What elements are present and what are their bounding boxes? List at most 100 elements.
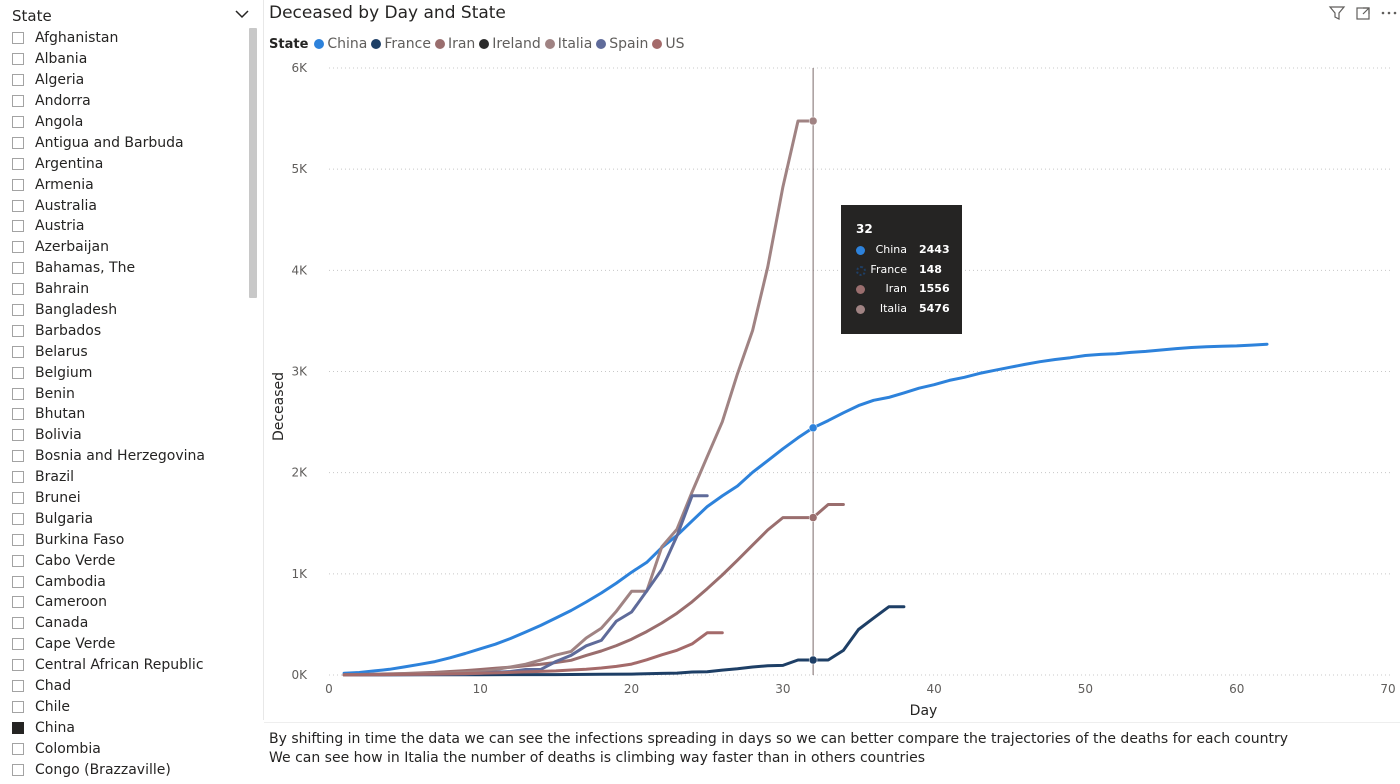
slicer-item[interactable]: Argentina [0, 153, 250, 174]
slicer-scrollbar[interactable] [249, 28, 257, 298]
legend-item[interactable]: Iran [434, 36, 475, 52]
slicer-item-label: Central African Republic [35, 657, 204, 674]
slicer-item[interactable]: Albania [0, 49, 250, 70]
slicer-checkbox[interactable] [12, 157, 24, 170]
slicer-checkbox[interactable] [12, 638, 24, 651]
slicer-checkbox[interactable] [12, 199, 24, 212]
slicer-item[interactable]: Belgium [0, 362, 250, 383]
slicer-item[interactable]: Bulgaria [0, 508, 250, 529]
slicer-checkbox[interactable] [12, 283, 24, 296]
legend-item[interactable]: Ireland [479, 36, 541, 52]
slicer-item[interactable]: Barbados [0, 320, 250, 341]
slicer-checkbox[interactable] [12, 136, 24, 149]
slicer-checkbox[interactable] [12, 721, 24, 734]
slicer-item[interactable]: Bosnia and Herzegovina [0, 446, 250, 467]
slicer-item[interactable]: Cabo Verde [0, 550, 250, 571]
slicer-item[interactable]: Bangladesh [0, 300, 250, 321]
slicer-checkbox[interactable] [12, 345, 24, 358]
slicer-item[interactable]: Afghanistan [0, 28, 250, 49]
legend-marker [544, 39, 555, 49]
x-tick-label: 70 [1380, 682, 1395, 696]
slicer-checkbox[interactable] [12, 533, 24, 546]
slicer-item[interactable]: Antigua and Barbuda [0, 132, 250, 153]
slicer-checkbox[interactable] [12, 575, 24, 588]
slicer-checkbox[interactable] [12, 659, 24, 672]
slicer-item[interactable]: Azerbaijan [0, 237, 250, 258]
slicer-checkbox[interactable] [12, 178, 24, 191]
tooltip-marker [856, 265, 866, 276]
slicer-item-label: Algeria [35, 72, 85, 89]
slicer-checkbox[interactable] [12, 450, 24, 463]
slicer-checkbox[interactable] [12, 700, 24, 713]
legend-item[interactable]: Italia [544, 36, 592, 52]
chart-legend: State China France Iran Ireland Italia Spain U… [269, 36, 689, 52]
slicer-checkbox[interactable] [12, 596, 24, 609]
slicer-checkbox[interactable] [12, 304, 24, 317]
slicer-checkbox[interactable] [12, 492, 24, 505]
slicer-item[interactable]: Australia [0, 195, 250, 216]
slicer-checkbox[interactable] [12, 742, 24, 755]
slicer-item[interactable]: Cameroon [0, 592, 250, 613]
slicer-checkbox[interactable] [12, 617, 24, 630]
legend-item[interactable]: China [314, 36, 367, 52]
slicer-item-label: Burkina Faso [35, 531, 125, 548]
slicer-item[interactable]: Brunei [0, 488, 250, 509]
more-options-icon[interactable] [1380, 4, 1398, 22]
slicer-header[interactable]: State [12, 6, 252, 26]
slicer-checkbox[interactable] [12, 387, 24, 400]
slicer-item[interactable]: Bahamas, The [0, 258, 250, 279]
slicer-item[interactable]: Benin [0, 383, 250, 404]
slicer-item[interactable]: Armenia [0, 174, 250, 195]
slicer-checkbox[interactable] [12, 680, 24, 693]
slicer-item[interactable]: Cape Verde [0, 634, 250, 655]
slicer-checkbox[interactable] [12, 763, 24, 776]
chevron-down-icon[interactable] [232, 4, 252, 24]
slicer-item[interactable]: Angola [0, 112, 250, 133]
slicer-item[interactable]: Austria [0, 216, 250, 237]
tooltip-marker [856, 246, 865, 255]
slicer-item-label: Antigua and Barbuda [35, 134, 184, 151]
slicer-checkbox[interactable] [12, 241, 24, 254]
slicer-item[interactable]: Cambodia [0, 571, 250, 592]
slicer-checkbox[interactable] [12, 429, 24, 442]
slicer-item[interactable]: Chad [0, 676, 250, 697]
slicer-item[interactable]: Bahrain [0, 279, 250, 300]
slicer-item[interactable]: Central African Republic [0, 655, 250, 676]
slicer-checkbox[interactable] [12, 74, 24, 87]
slicer-checkbox[interactable] [12, 116, 24, 128]
slicer-item[interactable]: Colombia [0, 738, 250, 759]
slicer-checkbox[interactable] [12, 512, 24, 525]
slicer-item[interactable]: Chile [0, 697, 250, 718]
slicer-item[interactable]: Bhutan [0, 404, 250, 425]
slicer-checkbox[interactable] [12, 366, 24, 379]
slicer-checkbox[interactable] [12, 324, 24, 337]
slicer-item[interactable]: Burkina Faso [0, 529, 250, 550]
slicer-checkbox[interactable] [12, 32, 24, 45]
slicer-checkbox[interactable] [12, 408, 24, 421]
legend-marker [479, 39, 490, 49]
legend-item[interactable]: US [652, 36, 685, 52]
slicer-item[interactable]: Canada [0, 613, 250, 634]
slicer-item[interactable]: Bolivia [0, 425, 250, 446]
slicer-item[interactable]: Andorra [0, 91, 250, 112]
y-tick-label: 6K [291, 61, 308, 75]
slicer-checkbox[interactable] [12, 53, 24, 66]
slicer-item[interactable]: Belarus [0, 341, 250, 362]
legend-item[interactable]: Spain [596, 36, 648, 52]
filter-icon[interactable] [1328, 4, 1346, 22]
tooltip-marker [856, 285, 865, 294]
slicer-checkbox[interactable] [12, 95, 24, 108]
slicer-checkbox[interactable] [12, 554, 24, 567]
series-line [342, 119, 815, 677]
slicer-checkbox[interactable] [12, 471, 24, 484]
slicer-item-label: Bahrain [35, 281, 90, 298]
slicer-item[interactable]: Algeria [0, 70, 250, 91]
slicer-checkbox[interactable] [12, 220, 24, 233]
slicer-item[interactable]: China [0, 717, 250, 738]
slicer-item[interactable]: Congo (Brazzaville) [0, 759, 250, 780]
legend-item[interactable]: France [371, 36, 431, 52]
focus-mode-icon[interactable] [1354, 4, 1372, 22]
slicer-item[interactable]: Brazil [0, 467, 250, 488]
slicer-checkbox[interactable] [12, 262, 24, 275]
tooltip-series-value: 5476 [919, 301, 950, 315]
